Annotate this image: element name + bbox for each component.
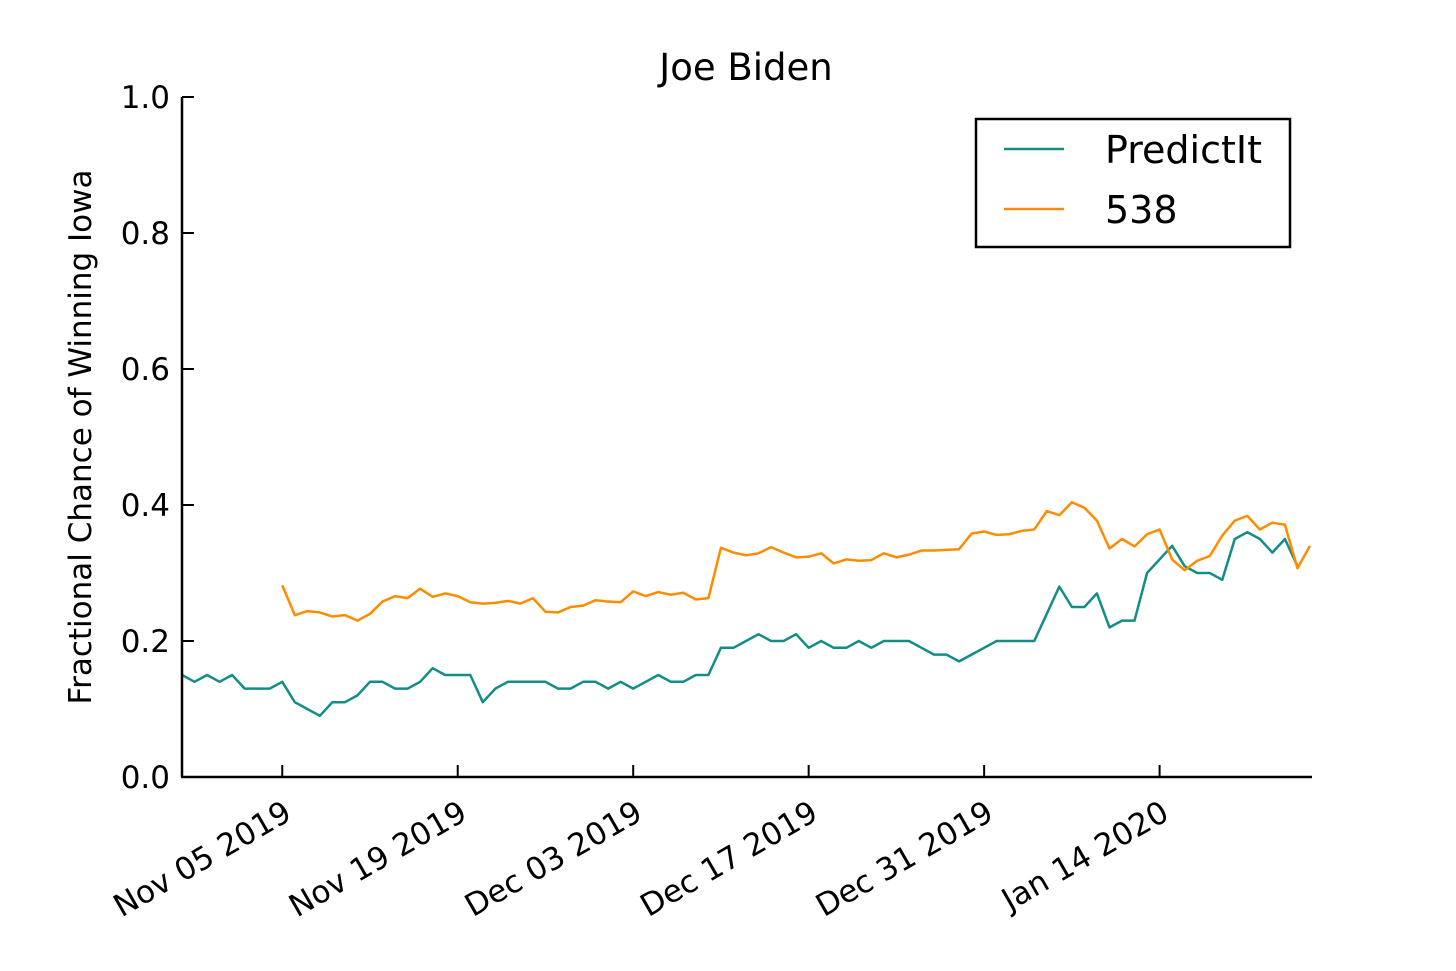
x-tick-label-2019-12-03: Dec 03 2019 — [459, 794, 649, 924]
axes — [180, 97, 1312, 779]
legend-box — [974, 117, 1292, 249]
x-tick-label-2020-01-14: Jan 14 2020 — [994, 794, 1175, 919]
x-tick-label-2019-12-17: Dec 17 2019 — [634, 794, 824, 924]
y-tick-label-0-4: 0.4 — [121, 488, 170, 524]
series-line-predictit — [181, 530, 1299, 718]
x-tick-label-2019-11-19: Nov 19 2019 — [283, 794, 473, 924]
x-tick-label-2019-11-05: Nov 05 2019 — [108, 794, 298, 924]
y-tick-label-0-8: 0.8 — [121, 216, 170, 252]
legend-label-predictit: PredictIt — [1105, 128, 1262, 172]
legend: PredictIt 538 — [974, 117, 1292, 249]
y-tick-label-0-6: 0.6 — [121, 352, 170, 388]
y-axis-title: Fractional Chance of Winning Iowa — [63, 170, 99, 705]
y-tick-label-0-2: 0.2 — [121, 624, 170, 660]
y-ticks: 0.0 0.2 0.4 0.6 0.8 1.0 — [121, 80, 194, 796]
series-layer — [181, 501, 1312, 718]
chart-title: Joe Biden — [657, 46, 832, 89]
y-tick-label-1-0: 1.0 — [121, 80, 170, 116]
legend-label-538: 538 — [1105, 188, 1178, 232]
x-tick-label-2019-12-31: Dec 31 2019 — [810, 794, 1000, 924]
series-line-538 — [281, 501, 1312, 622]
y-tick-label-0-0: 0.0 — [121, 760, 170, 796]
